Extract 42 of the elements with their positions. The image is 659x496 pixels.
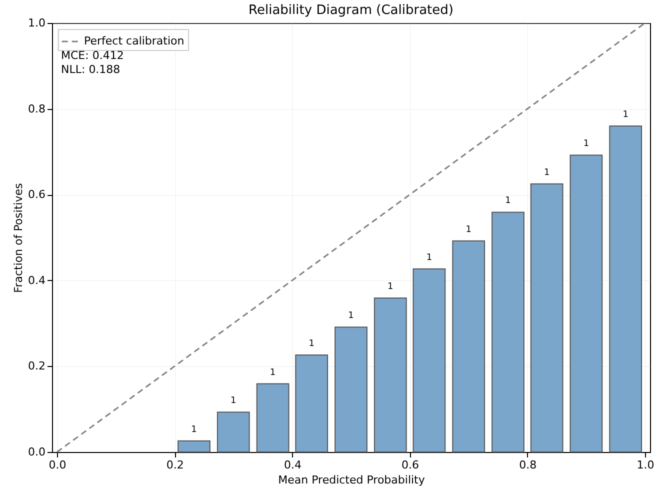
bar [334,326,368,452]
y-tick-label: 0.2 [28,360,46,373]
chart-title: Reliability Diagram (Calibrated) [248,3,454,18]
bar [492,212,524,452]
annotation: 1 [426,252,432,263]
bar [374,297,407,452]
annotation: 1 [230,396,236,406]
bar [412,268,446,452]
y-tick-label: 0.4 [28,274,46,287]
annotation: 1 [270,368,276,378]
annotation: MCE: 0.412 [61,49,124,62]
y-tick-label: 1.0 [28,16,46,30]
x-tick-label: 0.0 [48,458,66,472]
annotation: 1 [348,311,354,322]
y-tick-label: 0.6 [28,188,46,202]
annotation: NLL: 0.188 [61,63,120,76]
annotation: 1 [191,424,197,435]
bar [609,125,642,452]
annotation: 1 [544,168,550,178]
annotation: 1 [466,224,472,235]
bar [216,412,250,452]
annotation: 1 [583,139,590,150]
bar [570,154,603,452]
bar [178,440,210,452]
y-tick-label: 0.8 [28,102,46,116]
x-tick-label: 0.2 [166,458,184,472]
annotation: 1 [308,339,314,350]
x-tick-label: 0.4 [284,458,302,472]
bar [295,354,328,452]
annotation: 1 [622,110,628,120]
x-tick-label: 0.8 [519,458,537,472]
annotation: 1 [388,282,394,292]
y-axis-title: Fraction of Positives [12,182,26,293]
bar [256,383,290,452]
bar [452,240,486,452]
annotation: 1 [505,196,511,206]
x-axis-title: Mean Predicted Probability [278,474,426,486]
y-tick-label: 0.0 [28,446,46,458]
x-tick-label: 0.6 [402,458,420,472]
bar [530,183,564,452]
x-tick-label: 1.0 [636,458,654,472]
legend-label: Perfect calibration [84,34,184,48]
